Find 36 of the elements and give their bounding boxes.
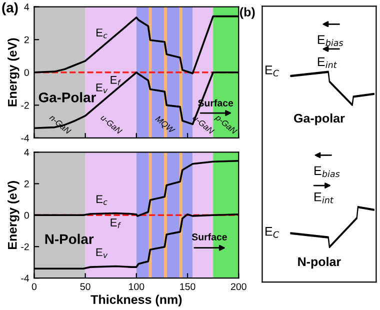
y-tick-label: -2 xyxy=(21,243,29,250)
ref-line-label: E$_{f}$ xyxy=(110,76,122,86)
y-axis-title: Energy (eV) xyxy=(8,38,20,106)
text: E$_{int}$ xyxy=(314,192,334,204)
series-label: E$_{c}$ xyxy=(96,28,108,38)
text: E$_{int}$ xyxy=(318,57,338,68)
series-label: E$_{c}$ xyxy=(96,195,108,205)
text: Ga-polar xyxy=(294,113,345,126)
x-tick-label: 50 xyxy=(80,283,90,290)
y-tick-label: 0 xyxy=(24,69,29,76)
text: E$_{bias}$ xyxy=(314,166,340,178)
x-axis-title: Thickness (nm) xyxy=(90,294,182,306)
text: E$_{C}$ xyxy=(266,66,280,76)
text: E$_{C}$ xyxy=(266,227,280,238)
series-label: E$_{v}$ xyxy=(96,248,108,258)
series-label: E$_{v}$ xyxy=(96,84,108,94)
x-tick-label: 100 xyxy=(129,283,144,290)
text: N-polar xyxy=(298,256,341,269)
text: (a) xyxy=(2,2,18,16)
ref-line-label: E$_{f}$ xyxy=(110,218,122,228)
y-tick-label: -2 xyxy=(21,102,29,109)
text: E$_{bias}$ xyxy=(318,35,344,46)
y-tick-label: 4 xyxy=(24,149,30,156)
y-tick-label: -4 xyxy=(21,134,30,142)
y-tick-label: 2 xyxy=(24,180,29,188)
y-tick-label: 4 xyxy=(24,4,30,10)
y-tick-label: 0 xyxy=(24,212,29,219)
y-tick-label: -4 xyxy=(21,274,30,282)
annotation: Ga-Polar xyxy=(38,92,96,102)
text: (b) xyxy=(240,7,255,19)
x-tick-label: 200 xyxy=(231,283,246,290)
annotation: N-Polar xyxy=(45,234,94,244)
x-tick-label: 0 xyxy=(32,283,37,290)
y-axis-title: Energy (eV) xyxy=(8,181,20,250)
y-tick-label: 2 xyxy=(24,36,29,44)
x-tick-label: 150 xyxy=(180,283,196,290)
